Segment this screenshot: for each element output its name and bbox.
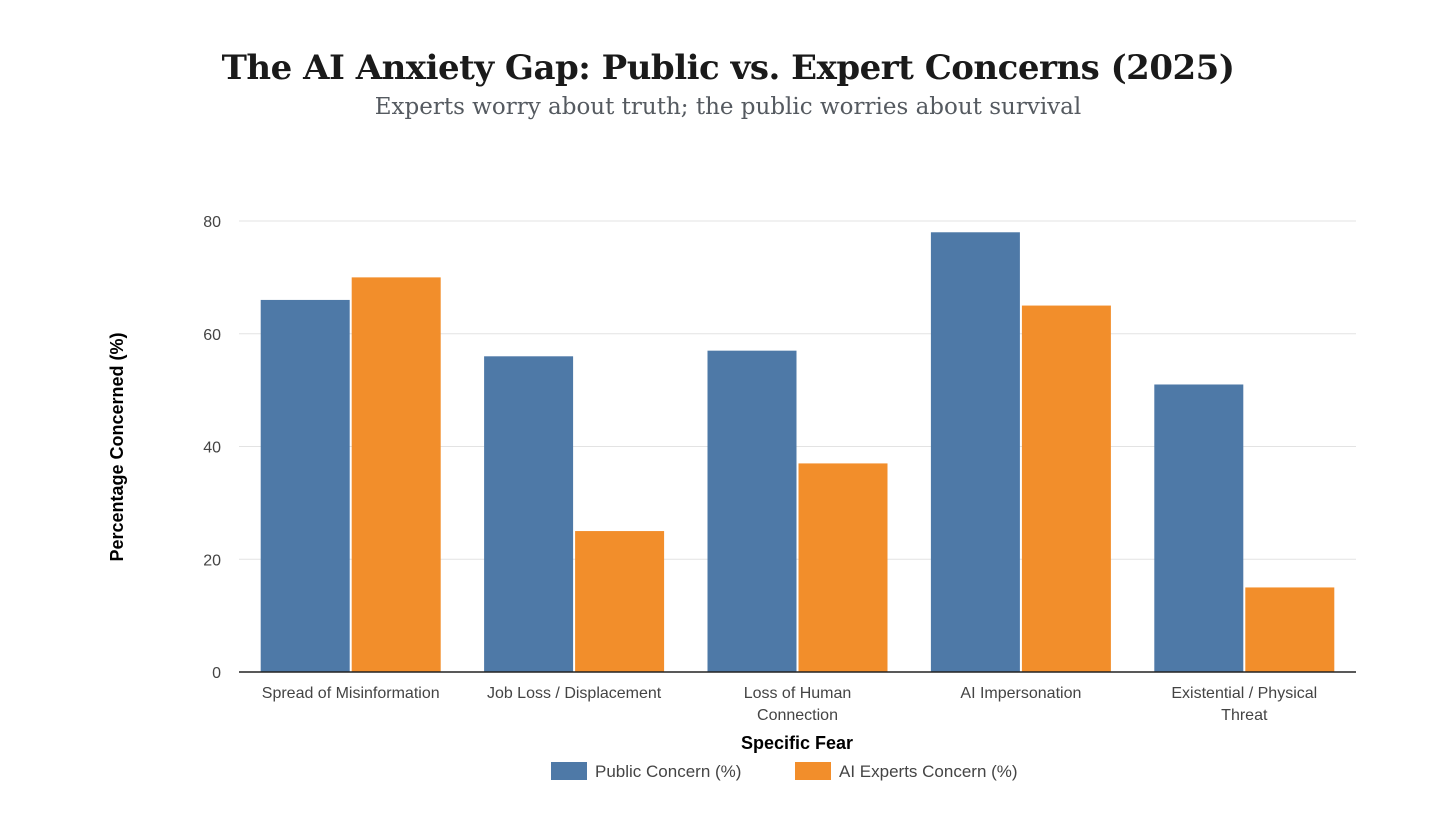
chart-subtitle: Experts worry about truth; the public wo… xyxy=(374,94,1082,120)
bar-public-0 xyxy=(260,299,350,672)
x-tick-label: Connection xyxy=(757,707,838,724)
bar-public-1 xyxy=(484,356,574,672)
axes: 0 20 40 60 80 Spread of Misinformation Job Los… xyxy=(203,214,1356,724)
legend-swatch-experts xyxy=(795,762,831,780)
legend-label-public: Public Concern (%) xyxy=(595,762,741,781)
bar-experts-1 xyxy=(575,531,665,672)
bars xyxy=(260,232,1335,672)
bar-experts-4 xyxy=(1245,587,1335,672)
bar-public-3 xyxy=(930,232,1020,672)
x-tick-label: Threat xyxy=(1221,707,1268,724)
legend-label-experts: AI Experts Concern (%) xyxy=(839,762,1018,781)
y-axis-title: Percentage Concerned (%) xyxy=(107,332,127,561)
bar-public-2 xyxy=(707,350,797,672)
y-tick-label: 0 xyxy=(212,665,221,682)
x-axis-title: Specific Fear xyxy=(741,733,853,753)
chart-title: The AI Anxiety Gap: Public vs. Expert Co… xyxy=(221,48,1235,88)
x-tick-label: Job Loss / Displacement xyxy=(487,685,662,702)
x-tick-label: AI Impersonation xyxy=(960,685,1081,702)
bar-experts-2 xyxy=(798,463,888,672)
bar-experts-3 xyxy=(1021,305,1111,672)
y-tick-label: 80 xyxy=(203,214,221,231)
x-tick-label: Spread of Misinformation xyxy=(262,685,440,702)
y-tick-label: 40 xyxy=(203,440,221,457)
legend-swatch-public xyxy=(551,762,587,780)
x-tick-label: Existential / Physical xyxy=(1171,685,1317,702)
bar-public-4 xyxy=(1154,384,1244,672)
legend: Public Concern (%) AI Experts Concern (%) xyxy=(551,762,1018,781)
y-tick-label: 20 xyxy=(203,552,221,569)
x-tick-label: Loss of Human xyxy=(744,685,852,702)
bar-experts-0 xyxy=(351,277,441,672)
y-tick-label: 60 xyxy=(203,327,221,344)
